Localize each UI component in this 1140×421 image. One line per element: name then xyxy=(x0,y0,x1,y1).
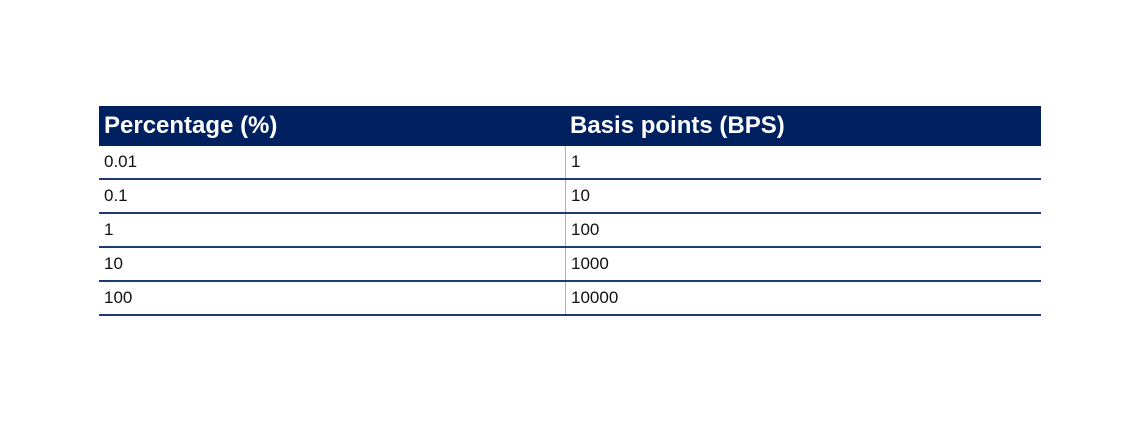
header-basis-points: Basis points (BPS) xyxy=(570,112,785,139)
conversion-table: Percentage (%) Basis points (BPS) 0.01 1… xyxy=(99,106,1041,316)
cell-bps: 10000 xyxy=(565,282,1041,314)
cell-bps: 1 xyxy=(565,146,1041,178)
cell-bps: 1000 xyxy=(565,248,1041,280)
table-row: 10 1000 xyxy=(99,248,1041,282)
cell-percentage: 10 xyxy=(104,254,123,273)
cell-percentage: 0.1 xyxy=(104,186,128,205)
cell-bps: 100 xyxy=(565,214,1041,246)
table-row: 0.01 1 xyxy=(99,146,1041,180)
table-header: Percentage (%) Basis points (BPS) xyxy=(99,106,1041,146)
table-row: 1 100 xyxy=(99,214,1041,248)
cell-bps: 10 xyxy=(565,180,1041,212)
cell-percentage: 1 xyxy=(104,220,114,239)
table-row: 0.1 10 xyxy=(99,180,1041,214)
header-percentage: Percentage (%) xyxy=(104,112,278,139)
table-row: 100 10000 xyxy=(99,282,1041,316)
cell-percentage: 0.01 xyxy=(104,152,138,171)
cell-percentage: 100 xyxy=(104,288,133,307)
